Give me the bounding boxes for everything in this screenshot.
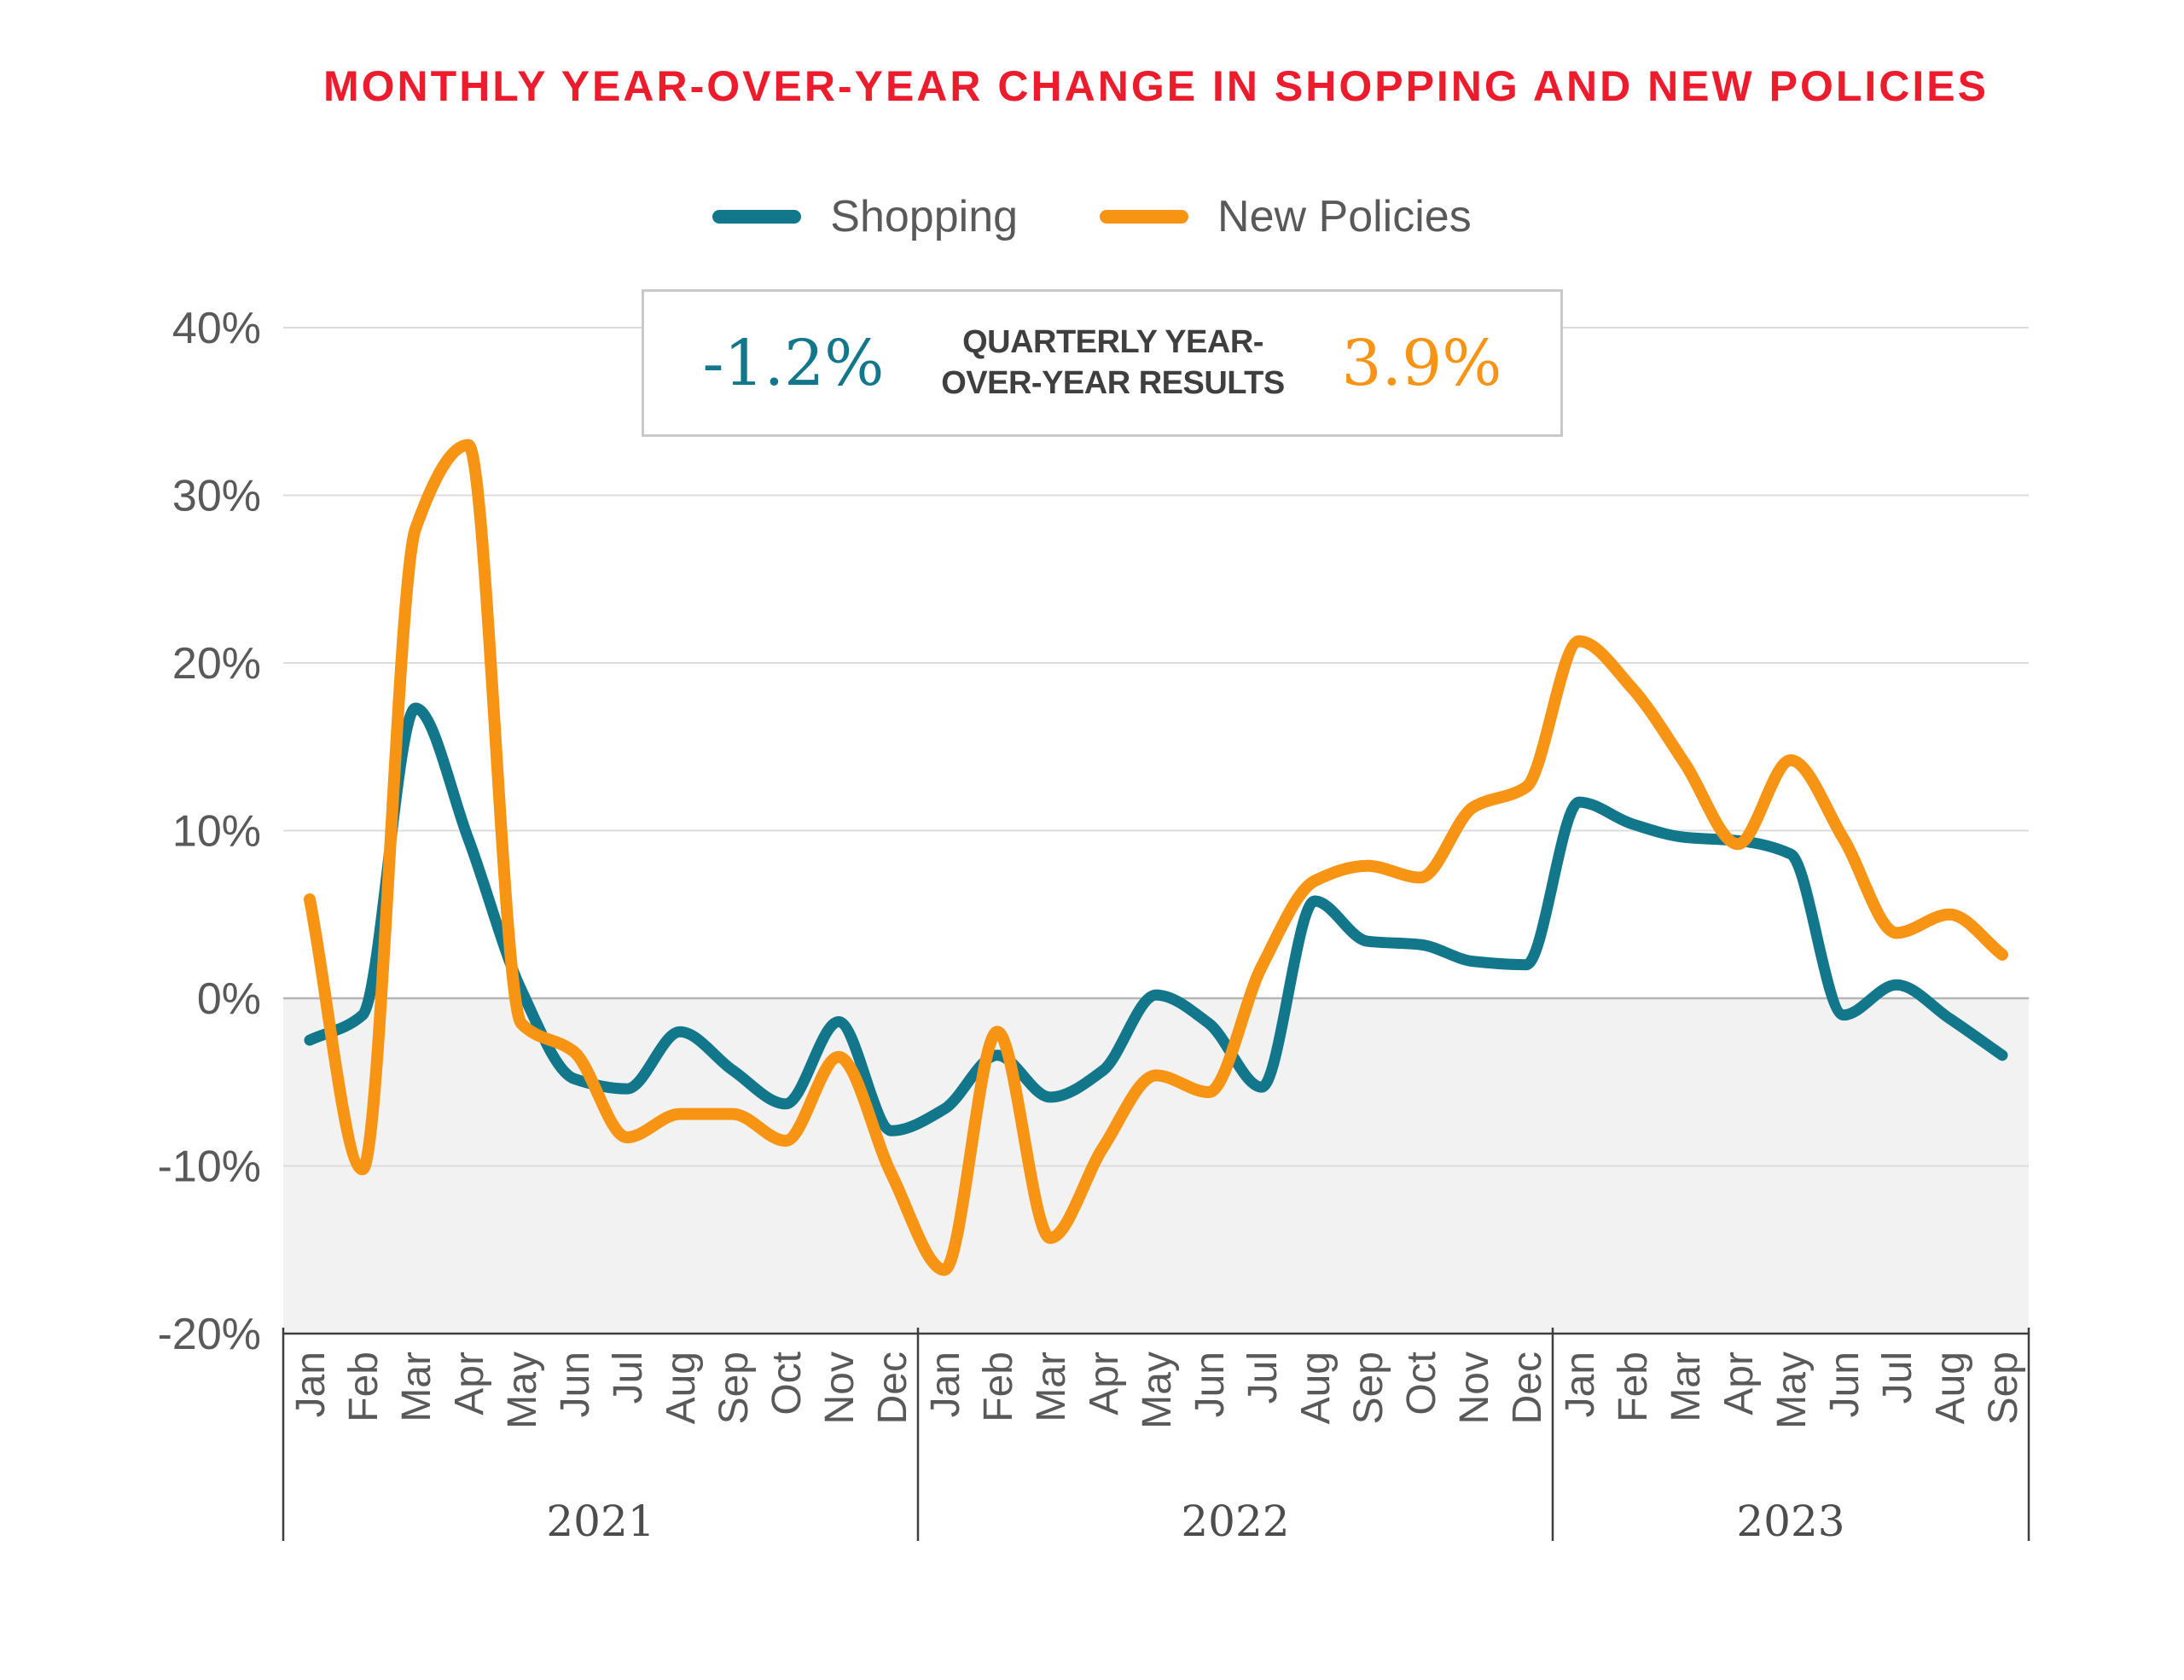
month-label-25: Feb	[1611, 1352, 1656, 1422]
month-label-32: Sep	[1981, 1352, 2026, 1424]
y-axis-label--10%: -10%	[158, 1142, 261, 1192]
legend-item-shopping: Shopping	[712, 191, 1018, 242]
month-label-9: Oct	[764, 1352, 810, 1416]
y-axis-label-10%: 10%	[172, 807, 261, 857]
year-label-2021: 2021	[546, 1497, 654, 1546]
month-label-31: Aug	[1928, 1352, 1973, 1424]
legend: Shopping New Policies	[0, 191, 2184, 242]
month-label-19: Aug	[1293, 1352, 1339, 1424]
y-axis-label--20%: -20%	[158, 1310, 261, 1359]
month-label-0: Jan	[288, 1352, 334, 1417]
month-label-30: Jul	[1875, 1352, 1920, 1404]
month-label-11: Dec	[870, 1352, 915, 1424]
new-policies-line-swatch	[1100, 210, 1189, 224]
month-label-4: May	[500, 1352, 545, 1429]
quarterly-results-callout: -1.2% QUARTERLY YEAR-OVER-YEAR RESULTS 3…	[642, 289, 1563, 437]
y-axis-label-30%: 30%	[172, 472, 261, 521]
month-label-18: Jul	[1240, 1352, 1286, 1404]
year-label-2022: 2022	[1181, 1497, 1289, 1546]
month-label-12: Jan	[923, 1352, 968, 1417]
month-label-21: Oct	[1399, 1352, 1444, 1416]
legend-item-new-policies: New Policies	[1100, 191, 1472, 242]
month-label-7: Aug	[659, 1352, 704, 1424]
legend-label-shopping: Shopping	[830, 192, 1019, 241]
month-label-14: Mar	[1029, 1352, 1074, 1422]
month-label-10: Nov	[817, 1352, 863, 1424]
month-label-23: Dec	[1505, 1352, 1550, 1424]
month-label-15: Apr	[1082, 1352, 1127, 1416]
month-label-20: Sep	[1346, 1352, 1391, 1424]
month-label-17: Jun	[1188, 1352, 1233, 1417]
month-label-5: Jun	[553, 1352, 598, 1417]
month-label-3: Apr	[447, 1352, 492, 1416]
y-axis-label-0%: 0%	[197, 974, 261, 1024]
quarterly-results-label: QUARTERLY YEAR-OVER-YEAR RESULTS	[941, 324, 1285, 401]
shopping-line	[304, 702, 2008, 1136]
chart-title: MONTHLY YEAR-OVER-YEAR CHANGE IN SHOPPIN…	[323, 62, 1989, 110]
month-label-16: May	[1135, 1352, 1180, 1429]
month-label-28: May	[1769, 1352, 1815, 1429]
month-label-8: Sep	[712, 1352, 757, 1424]
month-label-1: Feb	[341, 1352, 386, 1422]
legend-label-new-policies: New Policies	[1217, 192, 1472, 241]
y-axis-label-20%: 20%	[172, 639, 261, 689]
month-label-29: Jun	[1822, 1352, 1867, 1417]
month-label-27: Apr	[1716, 1352, 1762, 1416]
y-axis-label-40%: 40%	[172, 304, 261, 353]
month-label-26: Mar	[1664, 1352, 1709, 1422]
new-policies-quarterly-value: 3.9%	[1341, 326, 1502, 400]
month-label-22: Nov	[1452, 1352, 1497, 1424]
shopping-line-swatch	[712, 210, 802, 224]
year-label-2023: 2023	[1736, 1497, 1844, 1546]
month-label-6: Jul	[606, 1352, 651, 1404]
shopping-quarterly-value: -1.2%	[702, 326, 885, 400]
new-policies-line	[304, 439, 2008, 1276]
month-label-2: Mar	[394, 1352, 439, 1422]
month-label-24: Jan	[1558, 1352, 1603, 1417]
month-label-13: Feb	[976, 1352, 1021, 1422]
